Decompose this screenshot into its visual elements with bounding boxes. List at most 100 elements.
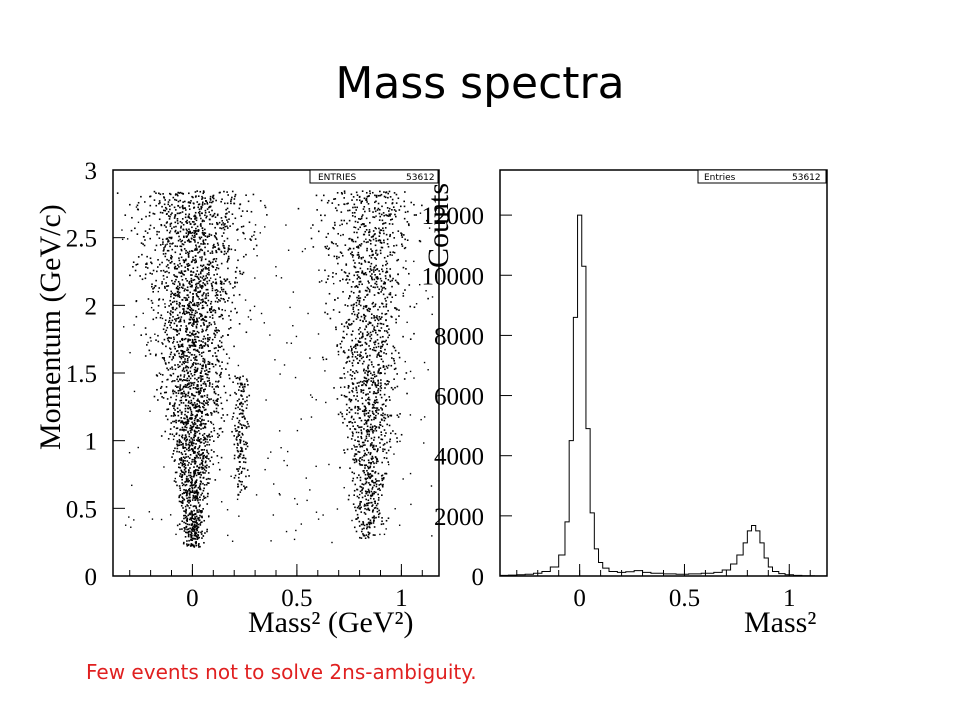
scatter-point: [392, 206, 395, 208]
scatter-point: [178, 192, 181, 194]
histogram-xtick-label: 1: [783, 585, 796, 612]
scatter-point: [346, 409, 348, 412]
scatter-point: [183, 438, 186, 441]
scatter-point: [184, 384, 187, 386]
scatter-point: [386, 207, 389, 209]
scatter-point: [340, 191, 343, 194]
scatter-point: [178, 500, 181, 503]
scatter-point: [181, 243, 184, 245]
scatter-point: [354, 286, 356, 288]
scatter-point: [211, 284, 213, 287]
scatter-point: [179, 440, 181, 442]
scatter-point: [381, 477, 383, 480]
scatter-point: [376, 458, 379, 461]
scatter-point: [367, 374, 369, 377]
scatter-point: [191, 365, 193, 368]
scatter-point: [364, 419, 366, 422]
scatter-point: [195, 426, 197, 429]
scatter-point: [191, 486, 193, 489]
scatter-point: [377, 460, 379, 463]
scatter-point: [331, 241, 333, 244]
scatter-point: [187, 480, 190, 483]
scatter-point: [384, 202, 387, 204]
scatter-point: [179, 328, 181, 330]
scatter-point: [175, 392, 177, 394]
scatter-point: [355, 453, 358, 456]
scatter-point: [373, 317, 375, 319]
scatter-point: [242, 424, 245, 427]
scatter-point: [224, 309, 226, 312]
scatter-point: [237, 406, 239, 409]
scatter-point: [186, 280, 188, 282]
scatter-point: [400, 232, 402, 234]
scatter-point: [201, 204, 204, 206]
scatter-point: [248, 221, 251, 224]
scatter-point: [310, 227, 312, 229]
scatter-point: [168, 259, 170, 262]
scatter-point: [169, 428, 172, 430]
scatter-point: [236, 228, 239, 231]
scatter-point: [300, 418, 302, 420]
scatter-point: [184, 413, 186, 416]
scatter-point: [197, 301, 200, 304]
scatter-point: [192, 259, 194, 261]
scatter-point: [195, 542, 197, 545]
scatter-point: [350, 416, 353, 419]
scatter-point: [188, 192, 190, 195]
scatter-point: [176, 443, 178, 446]
scatter-point: [142, 312, 144, 315]
scatter-point: [204, 316, 206, 319]
scatter-point: [148, 228, 151, 230]
scatter-point: [202, 351, 205, 354]
scatter-point: [381, 425, 384, 428]
scatter-point: [164, 303, 166, 305]
scatter-point: [389, 219, 392, 221]
scatter-point: [219, 282, 222, 285]
scatter-point: [189, 316, 192, 318]
scatter-point: [324, 311, 326, 314]
scatter-point: [187, 471, 190, 474]
scatter-point: [159, 244, 162, 246]
scatter-point: [345, 333, 348, 336]
scatter-point: [193, 215, 195, 218]
scatter-point: [367, 494, 369, 497]
scatter-point: [221, 308, 224, 311]
scatter-point: [359, 408, 361, 410]
scatter-point: [184, 422, 187, 424]
scatter-point: [190, 200, 192, 202]
scatter-point: [206, 263, 209, 266]
scatter-point: [378, 369, 380, 372]
scatter-point: [344, 244, 347, 246]
scatter-point: [153, 286, 156, 289]
scatter-point: [166, 229, 168, 232]
scatter-point: [207, 345, 210, 348]
scatter-point: [383, 232, 385, 235]
scatter-point: [347, 319, 350, 321]
scatter-point: [237, 259, 239, 262]
scatter-point: [183, 274, 185, 276]
scatter-point: [353, 489, 356, 492]
scatter-point: [355, 448, 357, 451]
scatter-point: [250, 318, 252, 321]
scatter-point: [241, 409, 243, 411]
scatter-point: [386, 262, 389, 265]
scatter-point: [374, 343, 376, 346]
scatter-point: [169, 262, 172, 264]
scatter-point: [358, 303, 360, 305]
scatter-point: [199, 441, 202, 444]
scatter-point: [244, 418, 246, 420]
scatter-point: [362, 389, 365, 392]
scatter-point: [393, 245, 395, 247]
scatter-point: [233, 345, 235, 348]
scatter-point: [206, 311, 209, 314]
scatter-point: [180, 344, 183, 347]
scatter-point: [199, 392, 201, 394]
scatter-point: [362, 307, 365, 310]
scatter-point: [187, 366, 190, 369]
scatter-point: [158, 298, 161, 300]
scatter-point: [199, 496, 201, 499]
scatter-point: [246, 445, 249, 448]
scatter-point: [350, 438, 353, 440]
scatter-point: [179, 212, 182, 214]
scatter-point: [195, 230, 198, 232]
